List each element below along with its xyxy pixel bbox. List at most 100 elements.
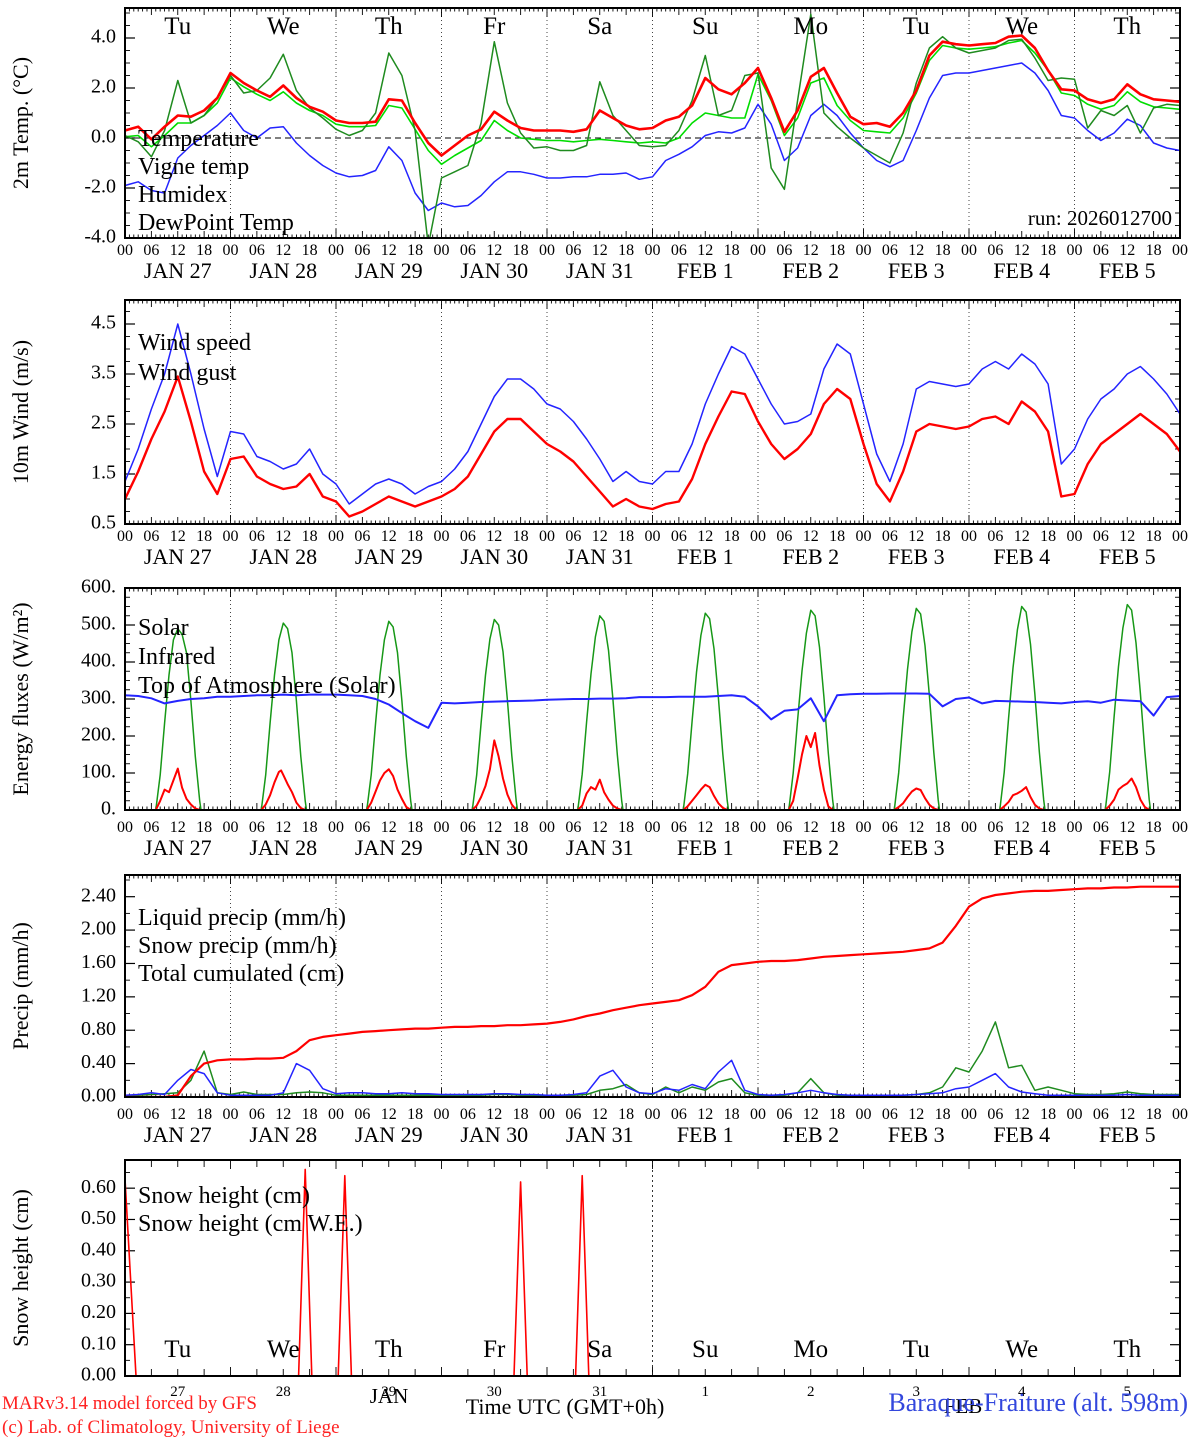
svg-text:18: 18 xyxy=(513,528,529,545)
svg-text:Tu: Tu xyxy=(903,13,930,40)
svg-text:18: 18 xyxy=(935,242,951,259)
svg-text:0.20: 0.20 xyxy=(81,1301,116,1323)
svg-text:JAN 28: JAN 28 xyxy=(249,544,317,569)
svg-text:18: 18 xyxy=(1040,819,1056,836)
svg-text:3: 3 xyxy=(913,1384,921,1400)
svg-text:FEB 5: FEB 5 xyxy=(1099,835,1156,860)
svg-text:FEB 1: FEB 1 xyxy=(677,1122,734,1147)
svg-text:-2.0: -2.0 xyxy=(84,176,116,198)
svg-text:00: 00 xyxy=(750,819,766,836)
svg-text:JAN 31: JAN 31 xyxy=(566,544,634,569)
svg-text:18: 18 xyxy=(724,242,740,259)
svg-text:00: 00 xyxy=(645,242,661,259)
svg-text:JAN 28: JAN 28 xyxy=(249,258,317,283)
svg-text:00: 00 xyxy=(223,1106,239,1123)
svg-text:06: 06 xyxy=(354,242,370,259)
svg-text:12: 12 xyxy=(275,528,291,545)
svg-text:FEB 5: FEB 5 xyxy=(1099,544,1156,569)
svg-text:06: 06 xyxy=(882,1106,898,1123)
svg-text:00: 00 xyxy=(856,819,872,836)
svg-text:DewPoint Temp: DewPoint Temp xyxy=(138,210,294,236)
svg-text:18: 18 xyxy=(935,528,951,545)
svg-text:18: 18 xyxy=(302,819,318,836)
svg-text:0.60: 0.60 xyxy=(81,1176,116,1198)
lab-credit-line: (c) Lab. of Climatology, University of L… xyxy=(2,1417,340,1438)
svg-text:FEB 3: FEB 3 xyxy=(888,835,945,860)
svg-text:00: 00 xyxy=(1172,528,1188,545)
svg-text:JAN 31: JAN 31 xyxy=(566,1122,634,1147)
svg-text:Th: Th xyxy=(375,13,403,40)
svg-text:18: 18 xyxy=(724,1106,740,1123)
svg-text:18: 18 xyxy=(1146,1106,1162,1123)
svg-text:12: 12 xyxy=(1014,528,1030,545)
run-label: run: 2026012700 xyxy=(1027,206,1172,230)
svg-text:00: 00 xyxy=(223,242,239,259)
svg-text:12: 12 xyxy=(486,242,502,259)
svg-text:JAN 31: JAN 31 xyxy=(566,835,634,860)
svg-text:00: 00 xyxy=(1172,819,1188,836)
svg-text:12: 12 xyxy=(1014,819,1030,836)
svg-text:18: 18 xyxy=(935,819,951,836)
svg-text:18: 18 xyxy=(1040,1106,1056,1123)
svg-text:06: 06 xyxy=(1093,528,1109,545)
svg-text:06: 06 xyxy=(671,1106,687,1123)
svg-text:12: 12 xyxy=(803,242,819,259)
svg-text:18: 18 xyxy=(829,1106,845,1123)
svg-text:06: 06 xyxy=(565,242,581,259)
svg-text:00: 00 xyxy=(1172,242,1188,259)
svg-text:12: 12 xyxy=(697,242,713,259)
svg-text:12: 12 xyxy=(275,242,291,259)
svg-text:18: 18 xyxy=(513,1106,529,1123)
svg-text:JAN 29: JAN 29 xyxy=(355,835,423,860)
svg-text:Th: Th xyxy=(1113,1336,1141,1363)
svg-text:JAN 28: JAN 28 xyxy=(249,835,317,860)
svg-text:12: 12 xyxy=(275,819,291,836)
svg-text:12: 12 xyxy=(275,1106,291,1123)
svg-text:1.5: 1.5 xyxy=(91,462,116,484)
svg-text:12: 12 xyxy=(908,528,924,545)
svg-text:00: 00 xyxy=(117,528,133,545)
svg-text:12: 12 xyxy=(486,819,502,836)
svg-text:12: 12 xyxy=(1119,242,1135,259)
svg-text:18: 18 xyxy=(829,819,845,836)
svg-text:00: 00 xyxy=(223,819,239,836)
svg-text:FEB 2: FEB 2 xyxy=(782,258,839,283)
svg-text:FEB 2: FEB 2 xyxy=(782,835,839,860)
svg-text:00: 00 xyxy=(1172,1106,1188,1123)
svg-text:06: 06 xyxy=(354,1106,370,1123)
svg-text:Mo: Mo xyxy=(793,13,828,40)
svg-text:06: 06 xyxy=(565,819,581,836)
svg-text:Fr: Fr xyxy=(483,1336,506,1363)
time-axis-title: Time UTC (GMT+0h) xyxy=(465,1394,665,1419)
svg-text:00: 00 xyxy=(117,819,133,836)
svg-text:00: 00 xyxy=(1067,528,1083,545)
svg-text:06: 06 xyxy=(776,1106,792,1123)
svg-text:12: 12 xyxy=(697,528,713,545)
svg-text:0.: 0. xyxy=(101,798,116,820)
svg-text:18: 18 xyxy=(407,819,423,836)
svg-text:06: 06 xyxy=(565,1106,581,1123)
svg-text:0.00: 0.00 xyxy=(81,1085,116,1107)
svg-text:0.80: 0.80 xyxy=(81,1018,116,1040)
svg-text:Sa: Sa xyxy=(587,1336,612,1363)
svg-text:18: 18 xyxy=(513,819,529,836)
svg-text:0.5: 0.5 xyxy=(91,512,116,534)
svg-text:18: 18 xyxy=(407,242,423,259)
svg-text:0.00: 0.00 xyxy=(81,1364,116,1386)
svg-text:Wind speed: Wind speed xyxy=(138,330,251,356)
svg-text:1: 1 xyxy=(702,1384,710,1400)
svg-text:12: 12 xyxy=(381,1106,397,1123)
svg-text:06: 06 xyxy=(143,1106,159,1123)
svg-text:00: 00 xyxy=(1067,1106,1083,1123)
svg-text:Infrared: Infrared xyxy=(138,644,215,670)
svg-text:29: 29 xyxy=(381,1384,396,1400)
svg-text:27: 27 xyxy=(170,1384,186,1400)
svg-text:Mo: Mo xyxy=(793,1336,828,1363)
svg-text:FEB 3: FEB 3 xyxy=(888,544,945,569)
svg-text:Energy fluxes (W/m²): Energy fluxes (W/m²) xyxy=(8,602,33,795)
svg-text:00: 00 xyxy=(961,1106,977,1123)
svg-text:JAN 30: JAN 30 xyxy=(460,1122,528,1147)
svg-text:0.30: 0.30 xyxy=(81,1270,116,1292)
svg-text:Solar: Solar xyxy=(138,615,189,641)
svg-text:18: 18 xyxy=(724,819,740,836)
